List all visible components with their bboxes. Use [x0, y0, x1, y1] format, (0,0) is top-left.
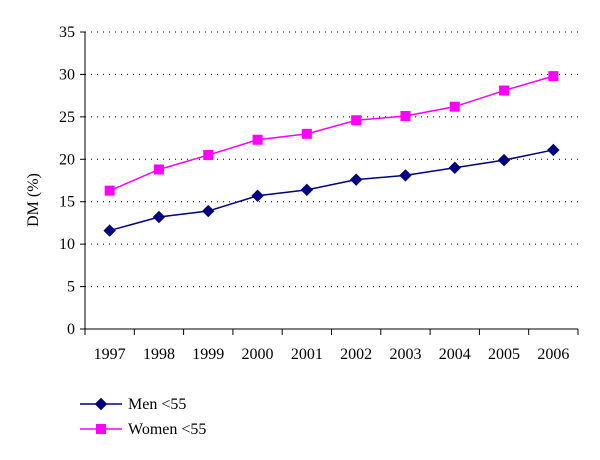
- y-tick-label: 30: [59, 66, 75, 83]
- series-men: [103, 143, 560, 237]
- series-group: [103, 71, 560, 237]
- legend-marker: [96, 424, 106, 434]
- legend-item: Women <55: [80, 421, 206, 438]
- data-point: [251, 189, 264, 202]
- x-tick-label: 2003: [389, 346, 421, 363]
- y-tick-label: 15: [59, 194, 75, 211]
- data-point: [448, 161, 461, 174]
- series-line: [109, 75, 554, 192]
- x-axis: 1997 1998 1999 2000 2001 2002 2003 2004 2005 2006: [84, 328, 579, 363]
- data-point: [497, 153, 511, 167]
- data-point: [300, 183, 314, 197]
- data-point: [449, 101, 460, 112]
- data-point: [104, 185, 115, 196]
- data-point: [351, 115, 362, 126]
- x-tick-label: 2004: [439, 346, 471, 363]
- data-point: [349, 173, 363, 186]
- x-tick-label: 2000: [242, 346, 274, 363]
- data-point: [152, 210, 166, 224]
- grid-lines: [85, 31, 578, 288]
- x-tick-label: 2006: [537, 346, 569, 363]
- data-point: [547, 143, 560, 157]
- x-tick-label: 1997: [94, 346, 126, 363]
- data-point: [103, 224, 116, 237]
- legend-label: Men <55: [128, 396, 186, 413]
- legend-item: Men <55: [80, 396, 186, 413]
- data-point: [301, 128, 312, 139]
- y-tick-label: 20: [59, 151, 75, 168]
- y-tick-label: 35: [59, 24, 75, 41]
- series-women: [104, 71, 559, 196]
- x-tick-label: 2001: [291, 346, 323, 363]
- data-point: [203, 150, 214, 161]
- x-tick-label: 1999: [192, 346, 224, 363]
- data-point: [252, 134, 263, 145]
- y-tick-label: 5: [67, 279, 75, 296]
- x-tick-label: 1998: [143, 346, 175, 363]
- legend: Men <55 Women <55: [80, 396, 206, 438]
- data-point: [202, 204, 215, 218]
- legend-label: Women <55: [128, 421, 206, 438]
- legend-marker: [94, 397, 108, 411]
- data-point: [153, 164, 164, 175]
- data-point: [499, 85, 510, 96]
- data-point: [399, 169, 412, 182]
- data-point: [548, 71, 559, 82]
- x-tick-label: 2002: [340, 346, 372, 363]
- y-axis-title: DM (%): [25, 173, 42, 227]
- data-point: [400, 111, 411, 122]
- y-tick-label: 0: [67, 321, 75, 338]
- series-line: [109, 149, 554, 232]
- x-tick-label: 2005: [488, 346, 520, 363]
- y-tick-label: 25: [59, 109, 75, 126]
- y-axis: 0 5 10 15 20 25 30 35: [59, 24, 86, 338]
- y-tick-label: 10: [59, 236, 75, 253]
